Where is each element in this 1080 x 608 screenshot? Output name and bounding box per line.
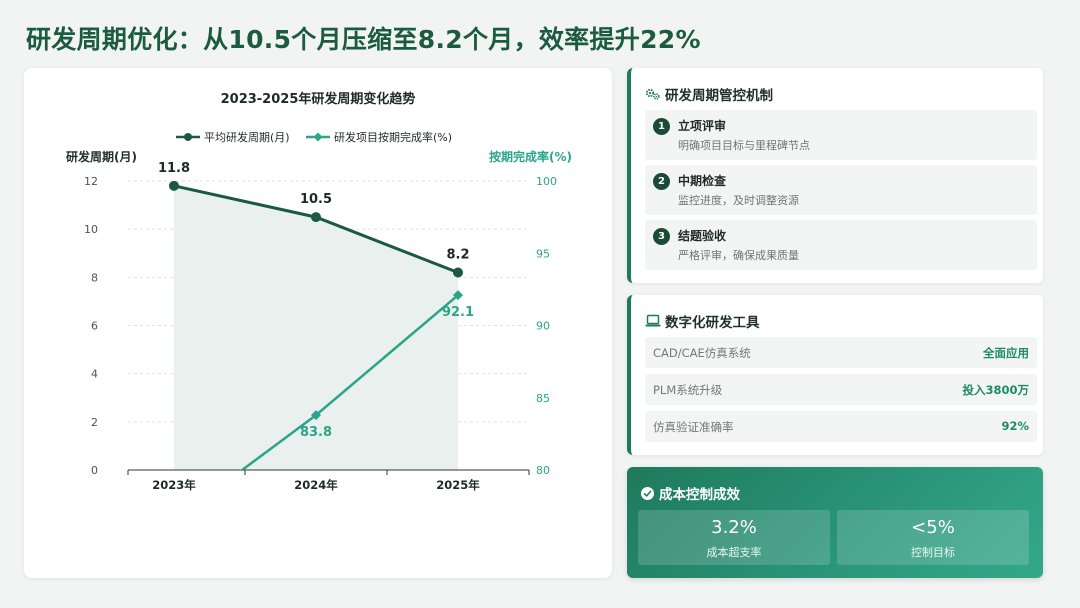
cost-metric-box: <5% 控制目标 (837, 510, 1029, 565)
mechanism-item-name: 立项评审 (678, 119, 727, 133)
y-tick-label-left: 0 (91, 464, 98, 477)
legend-marker-cycle (184, 133, 192, 141)
gears-icon (645, 88, 660, 100)
y-tick-label-right: 90 (536, 320, 550, 333)
mechanism-item-name: 中期检查 (678, 174, 727, 188)
cycle-point (311, 212, 321, 223)
rate-data-label: 92.1 (442, 305, 474, 320)
chart-title: 2023-2025年研发周期变化趋势 (221, 91, 416, 107)
tool-row: PLM系统升级 投入3800万 (645, 374, 1037, 405)
step-number-badge: 3 (653, 228, 670, 245)
tool-row: 仿真验证准确率 92% (645, 411, 1037, 442)
tool-value: 全面应用 (983, 346, 1029, 360)
mechanism-item: 1 立项评审 明确项目目标与里程碑节点 (645, 110, 1037, 160)
step-number-badge: 2 (653, 173, 670, 190)
cost-metric-label: 控制目标 (911, 546, 955, 559)
cycle-point (453, 267, 463, 278)
chart-card: 2023-2025年研发周期变化趋势平均研发周期(月) 研发项目按期完成率(%) 研… (24, 68, 612, 578)
mechanism-item-name: 结题验收 (678, 229, 727, 243)
cost-title: 成本控制成效 (641, 483, 740, 503)
tools-card: 数字化研发工具 CAD/CAE仿真系统 全面应用 PLM系统升级 投入3800万… (627, 295, 1043, 455)
y-tick-label-left: 8 (91, 271, 98, 284)
tool-name: PLM系统升级 (653, 383, 723, 397)
step-number-badge: 1 (653, 118, 670, 135)
y-axis-title-right: 按期完成率(%) (489, 149, 572, 164)
x-tick-label: 2025年 (436, 478, 480, 492)
tools-title: 数字化研发工具 (645, 311, 760, 331)
y-tick-label-left: 10 (84, 223, 98, 236)
cost-card: 成本控制成效 3.2% 成本超支率 <5% 控制目标 (627, 467, 1043, 578)
cost-metric-box: 3.2% 成本超支率 (638, 510, 830, 565)
y-tick-label-left: 2 (91, 416, 98, 429)
tool-name: CAD/CAE仿真系统 (653, 346, 751, 360)
cost-metric-label: 成本超支率 (706, 546, 762, 559)
laptop-icon (645, 314, 661, 327)
cycle-area (174, 185, 458, 471)
cost-metric-value: 3.2% (711, 517, 757, 538)
mechanism-item-desc: 严格评审，确保成果质量 (678, 249, 799, 262)
y-tick-label-right: 100 (536, 175, 557, 188)
mechanism-item: 2 中期检查 监控进度，及时调整资源 (645, 165, 1037, 215)
y-axis-title-left: 研发周期(月) (66, 149, 137, 164)
y-tick-label-left: 6 (91, 320, 98, 333)
mechanism-item: 3 结题验收 严格评审，确保成果质量 (645, 220, 1037, 270)
y-tick-label-right: 85 (536, 392, 550, 405)
legend-label-cycle: 平均研发周期(月) (204, 130, 290, 144)
mechanism-title-text: 研发周期管控机制 (665, 88, 773, 104)
tool-name: 仿真验证准确率 (653, 420, 734, 434)
legend-marker-rate (313, 132, 323, 142)
cycle-point (169, 180, 179, 191)
mechanism-title: 研发周期管控机制 (645, 84, 773, 104)
mechanism-card: 研发周期管控机制 1 立项评审 明确项目目标与里程碑节点 2 中期检查 监控进度… (627, 68, 1043, 283)
tools-title-text: 数字化研发工具 (665, 315, 760, 331)
tool-value: 92% (1001, 419, 1029, 433)
y-tick-label-left: 4 (91, 368, 98, 381)
rate-point (453, 290, 463, 301)
mechanism-item-desc: 明确项目目标与里程碑节点 (678, 139, 810, 152)
tool-value: 投入3800万 (962, 383, 1029, 397)
y-tick-label-right: 95 (536, 247, 550, 260)
tool-row: CAD/CAE仿真系统 全面应用 (645, 337, 1037, 368)
page-title: 研发周期优化：从10.5个月压缩至8.2个月，效率提升22% (26, 25, 701, 54)
y-tick-label-right: 80 (536, 464, 550, 477)
cost-metric-value: <5% (911, 517, 955, 538)
cycle-data-label: 8.2 (446, 248, 469, 263)
cycle-data-label: 11.8 (158, 161, 190, 176)
y-tick-label-left: 12 (84, 175, 98, 188)
legend-label-rate: 研发项目按期完成率(%) (334, 130, 452, 144)
rate-data-label: 83.8 (300, 425, 332, 440)
x-tick-label: 2024年 (294, 478, 338, 492)
x-tick-label: 2023年 (152, 478, 196, 492)
check-circle-icon (641, 486, 654, 500)
cost-title-text: 成本控制成效 (659, 487, 740, 503)
mechanism-item-desc: 监控进度，及时调整资源 (678, 194, 799, 207)
rate-point (311, 410, 321, 421)
cycle-data-label: 10.5 (300, 192, 332, 207)
